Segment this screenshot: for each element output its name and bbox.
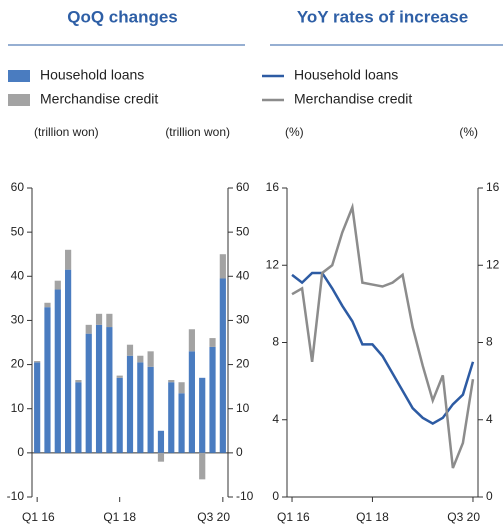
y-tick-label: 0 (17, 445, 24, 459)
bar-segment (147, 351, 154, 367)
y2-tick-label: 30 (236, 313, 250, 327)
y2-tick-label: 10 (236, 401, 250, 415)
bar-segment (85, 333, 92, 453)
bar-segment (188, 351, 195, 453)
bar-segment (34, 362, 41, 453)
x-tick-label: Q1 16 (277, 510, 310, 524)
y-tick-label: 10 (11, 401, 25, 415)
bar-segment (209, 338, 216, 347)
bar-segment (75, 382, 82, 453)
bar-segment (137, 355, 144, 363)
y-tick-label: 20 (11, 357, 25, 371)
y-axis-label: (trillion won) (34, 125, 99, 139)
bar-segment (75, 380, 82, 383)
y-tick-label: 4 (272, 412, 279, 426)
y2-tick-label: 16 (486, 180, 500, 194)
x-tick-label: Q1 18 (103, 510, 136, 524)
bar-segment (147, 366, 154, 453)
bar-segment (199, 377, 206, 453)
bar-segment (168, 380, 175, 383)
y2-tick-label: 12 (486, 257, 500, 271)
bar-segment (65, 269, 72, 453)
y-tick-label: 60 (11, 180, 25, 194)
bar-segment (157, 430, 165, 453)
bar-segment (95, 313, 103, 325)
legend-label: Merchandise credit (294, 91, 412, 107)
y-tick-label: 30 (11, 313, 25, 327)
bar-segment (65, 249, 72, 270)
legend-label: Household loans (294, 67, 398, 83)
legend-label: Household loans (40, 67, 144, 83)
y2-axis-label: (trillion won) (165, 125, 230, 139)
bar-segment (116, 377, 123, 453)
legend-swatch (8, 94, 30, 106)
bar-segment (219, 278, 226, 453)
legend-swatch (8, 70, 30, 82)
y2-tick-label: 4 (486, 412, 493, 426)
y-tick-label: -10 (7, 489, 25, 503)
bar-segment (168, 382, 175, 453)
y-tick-label: 40 (11, 268, 25, 282)
bar-segment (44, 307, 51, 453)
bar-segment (178, 382, 185, 394)
bar-segment (95, 324, 103, 453)
chart-title: YoY rates of increase (297, 7, 468, 26)
bar-segment (54, 289, 61, 453)
y2-tick-label: 8 (486, 335, 493, 349)
y2-tick-label: 0 (486, 489, 493, 503)
bar-segment (199, 452, 206, 480)
bar-segment (34, 361, 41, 363)
legend-label: Merchandise credit (40, 91, 158, 107)
y2-tick-label: -10 (236, 489, 254, 503)
y2-tick-label: 0 (236, 445, 243, 459)
y-tick-label: 0 (272, 489, 279, 503)
x-tick-label: Q3 20 (197, 510, 230, 524)
y-tick-label: 12 (266, 257, 280, 271)
bar-segment (126, 355, 134, 453)
y2-axis-label: (%) (459, 125, 478, 139)
bar-segment (178, 393, 185, 453)
x-tick-label: Q3 20 (447, 510, 480, 524)
chart-title: QoQ changes (67, 7, 178, 26)
bar-segment (85, 324, 92, 334)
bar-segment (209, 346, 216, 453)
y2-tick-label: 60 (236, 180, 250, 194)
y-tick-label: 8 (272, 335, 279, 349)
y2-tick-label: 50 (236, 224, 250, 238)
bar-segment (219, 254, 226, 279)
bar-segment (116, 375, 123, 378)
bar-segment (188, 329, 195, 352)
y2-tick-label: 20 (236, 357, 250, 371)
bar-segment (106, 313, 113, 328)
x-tick-label: Q1 16 (22, 510, 55, 524)
x-tick-label: Q1 18 (356, 510, 389, 524)
bar-segment (54, 280, 61, 290)
line (291, 202, 475, 469)
y-axis-label: (%) (285, 125, 304, 139)
bar-segment (106, 327, 113, 453)
bar-segment (126, 344, 134, 356)
y-tick-label: 16 (266, 180, 280, 194)
bar-segment (157, 452, 165, 462)
bar-segment (137, 362, 144, 453)
y2-tick-label: 40 (236, 268, 250, 282)
y-tick-label: 50 (11, 224, 25, 238)
bar-segment (44, 302, 51, 308)
